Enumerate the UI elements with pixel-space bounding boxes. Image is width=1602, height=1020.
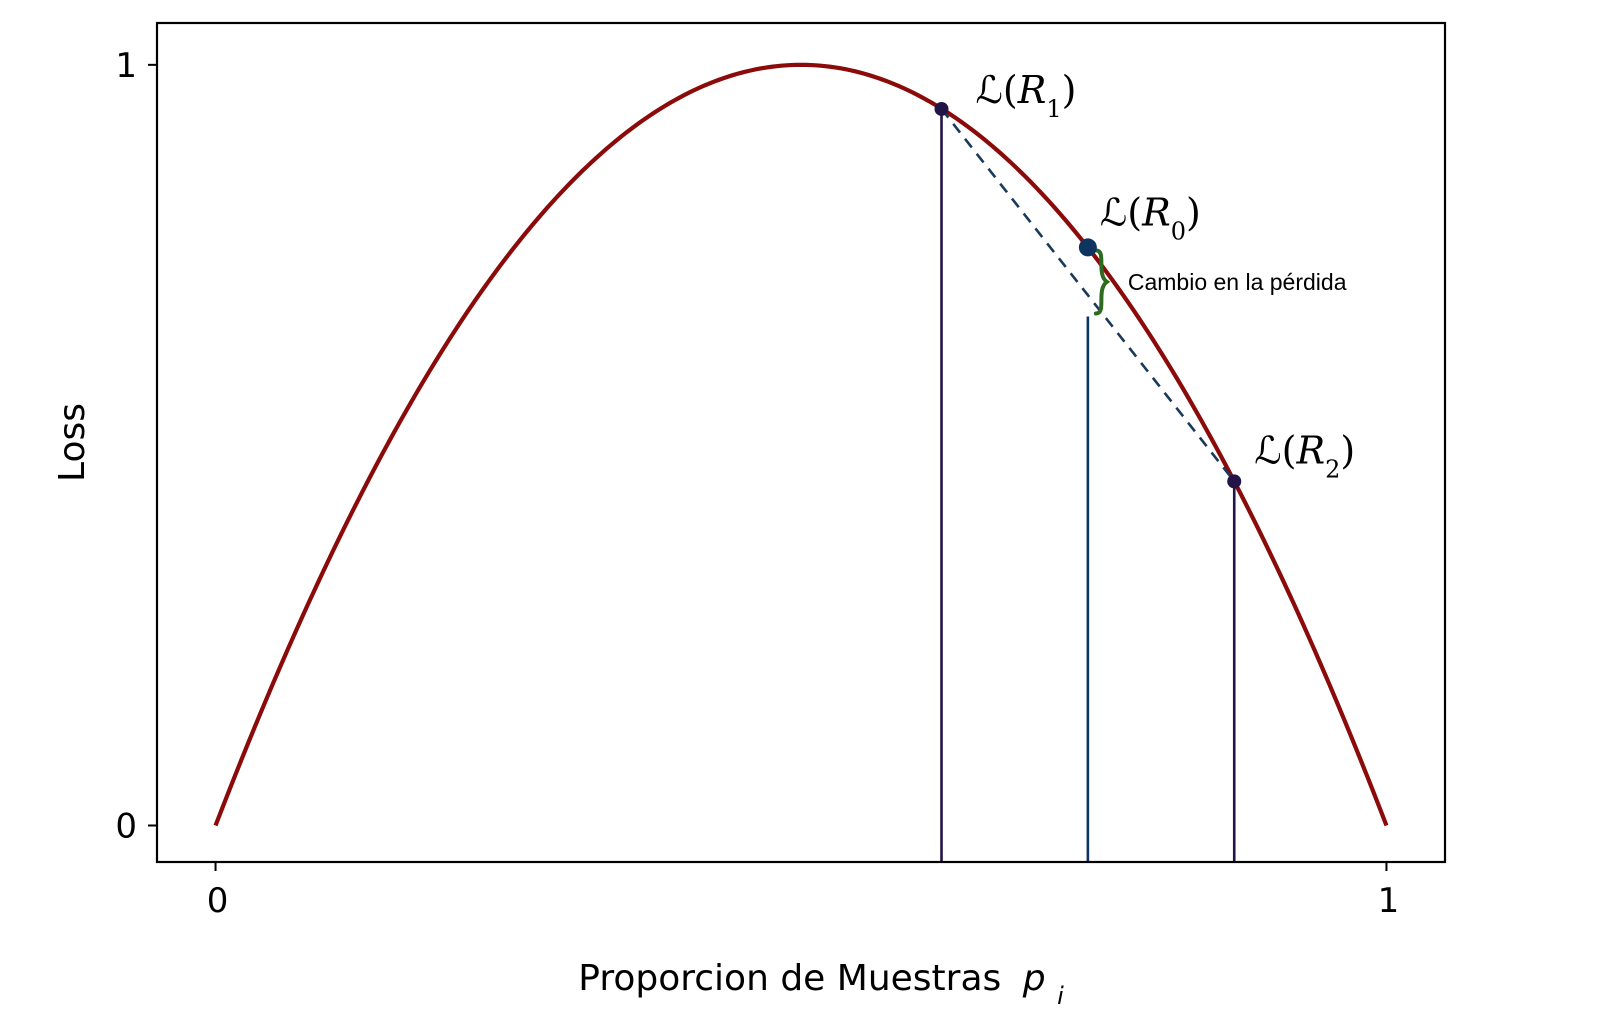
point-label-paren-close: ): [1186, 190, 1201, 234]
loss-change-annotation: Cambio en la pérdida: [1128, 269, 1347, 295]
x-axis-label-subscript: i: [1057, 982, 1064, 1010]
axes-frame: [155, 21, 1447, 864]
loss-change-brace: [1093, 248, 1111, 316]
y-tick-label-1: 1: [115, 46, 137, 86]
x-axis-label: Proporcion de Muestras p i: [578, 958, 1064, 1010]
loss-curve: [213, 62, 1389, 827]
point-label-R2: ℒ(R2): [1254, 428, 1355, 483]
x-tick-label-0: 0: [207, 881, 229, 921]
chord-dashed-line: [940, 108, 1236, 483]
point-label-paren-open: (: [1127, 190, 1142, 234]
point-label-subscript: 0: [1171, 217, 1186, 245]
point-R0: [1078, 238, 1097, 257]
point-label-subscript: 2: [1325, 455, 1340, 483]
point-R2: [1227, 474, 1242, 489]
point-R1: [934, 101, 949, 116]
point-label-paren-open: (: [1003, 68, 1018, 112]
x-tick-label-1: 1: [1378, 881, 1400, 921]
point-label-R1: ℒ(R1): [976, 68, 1077, 123]
point-label-R0: ℒ(R0): [1100, 190, 1201, 245]
point-label-subscript: 1: [1046, 95, 1061, 123]
point-label-paren-close: ): [1340, 428, 1355, 472]
point-label-paren-close: ): [1062, 68, 1077, 112]
ticks-layer: 0 1 0 1: [115, 46, 1399, 921]
x-axis-label-symbol: p: [1022, 958, 1046, 999]
point-label-symbol: ℒ: [976, 68, 1003, 112]
y-axis-label: Loss: [52, 403, 93, 482]
point-label-paren-open: (: [1282, 428, 1297, 472]
point-label-symbol: ℒ: [1100, 190, 1127, 234]
point-label-var: R: [1295, 428, 1325, 472]
point-label-var: R: [1141, 190, 1171, 234]
point-label-symbol: ℒ: [1254, 428, 1281, 472]
x-axis-label-text: Proporcion de Muestras: [578, 958, 1001, 999]
plot-data-layer: ℒ(R1)ℒ(R0)ℒ(R2): [213, 62, 1389, 862]
point-label-var: R: [1017, 68, 1047, 112]
y-tick-label-0: 0: [115, 806, 137, 846]
